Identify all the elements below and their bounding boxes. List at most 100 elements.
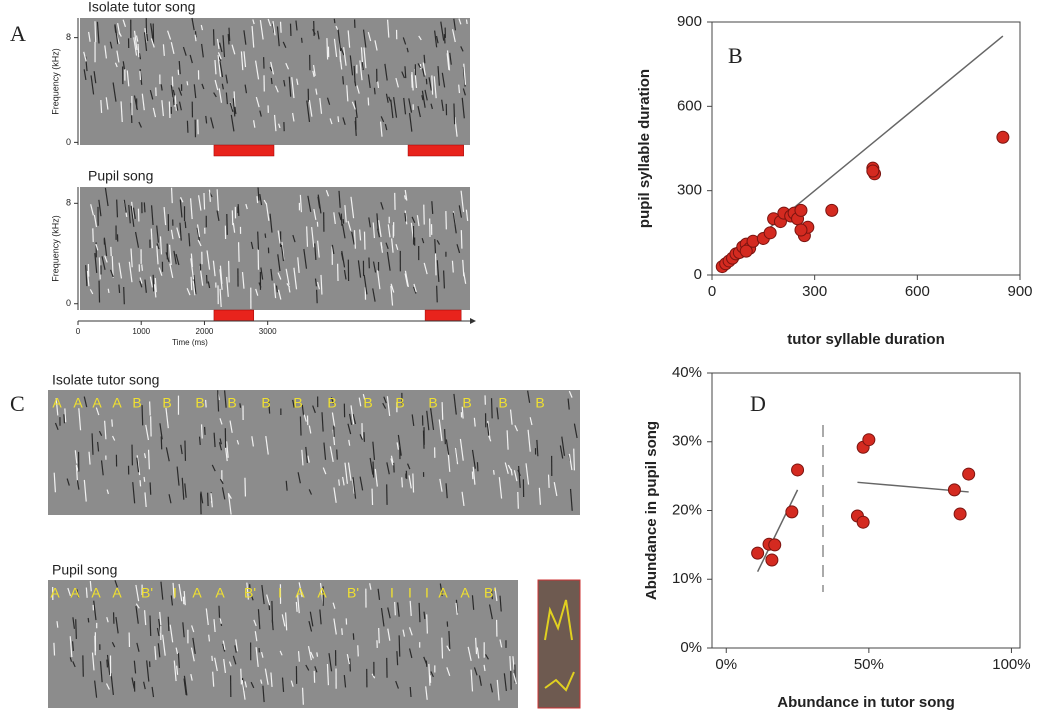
data-point (866, 164, 880, 178)
texture (503, 673, 507, 692)
texture (310, 651, 314, 659)
texture (169, 624, 174, 643)
texture (89, 289, 94, 295)
texture (208, 189, 211, 202)
texture (417, 105, 421, 118)
texture (267, 18, 272, 27)
texture (262, 685, 265, 703)
texture (387, 19, 390, 38)
texture (111, 256, 114, 278)
texture (408, 113, 413, 132)
texture (194, 34, 197, 42)
y-tick-label: 0% (680, 639, 702, 656)
texture (101, 256, 106, 270)
texture (421, 95, 424, 101)
texture (295, 20, 298, 31)
texture (96, 21, 100, 44)
texture (408, 98, 413, 113)
texture (172, 582, 175, 599)
syllable-label: A (215, 585, 225, 601)
texture (91, 433, 94, 455)
texture (183, 678, 187, 696)
texture (372, 288, 376, 302)
texture (250, 241, 254, 250)
texture (245, 203, 248, 210)
texture (72, 617, 76, 629)
texture (115, 617, 119, 634)
syllable-label: I (173, 585, 177, 601)
texture (293, 267, 298, 290)
texture (319, 609, 322, 625)
texture (75, 619, 77, 639)
y-axis-label: Frequency (kHz) (50, 48, 60, 115)
y-tick-label: 300 (677, 182, 702, 199)
texture (250, 681, 255, 689)
texture (343, 47, 347, 66)
texture (66, 478, 70, 486)
texture (472, 466, 476, 485)
texture (336, 449, 338, 460)
texture (573, 423, 578, 439)
texture (228, 27, 231, 42)
texture (338, 479, 340, 486)
texture (312, 64, 316, 76)
syllable-label: B (498, 395, 507, 411)
texture (300, 37, 303, 43)
texture (458, 18, 462, 25)
texture (359, 60, 363, 81)
texture (347, 423, 352, 435)
y-tick-label: 0 (66, 137, 71, 147)
texture (376, 270, 381, 290)
syllable-label: A (112, 395, 122, 411)
texture (378, 220, 382, 238)
texture (122, 19, 127, 27)
texture (277, 289, 282, 300)
texture (93, 71, 97, 84)
texture (93, 600, 97, 621)
texture (135, 35, 139, 42)
texture (568, 390, 573, 398)
x-tick-label: 900 (1007, 283, 1032, 300)
texture (357, 260, 362, 278)
texture (197, 239, 202, 247)
texture (178, 60, 181, 75)
texture (83, 396, 88, 408)
texture (413, 283, 417, 293)
texture (342, 117, 346, 125)
texture (307, 646, 312, 661)
texture (250, 594, 254, 601)
texture (95, 243, 99, 251)
syllable-label: A (70, 585, 80, 601)
texture (281, 677, 285, 692)
texture (69, 657, 73, 662)
texture (462, 259, 465, 277)
texture (216, 189, 220, 211)
inset-spectrogram (537, 579, 581, 709)
texture (165, 447, 170, 462)
texture (135, 603, 140, 609)
texture (387, 224, 391, 238)
texture (299, 416, 302, 436)
texture (168, 244, 172, 266)
texture (326, 38, 329, 60)
texture (451, 29, 456, 43)
texture (104, 420, 107, 440)
texture (277, 230, 281, 244)
y-axis-label: Abundance in pupil song (643, 421, 660, 600)
texture (167, 616, 170, 632)
texture (359, 476, 364, 491)
texture (83, 69, 87, 81)
texture (133, 30, 138, 51)
syllable-label: B (535, 395, 544, 411)
x-tick-label: 50% (854, 656, 884, 673)
texture (292, 112, 295, 122)
texture (346, 85, 349, 102)
y-tick-label: 900 (677, 13, 702, 30)
texture (271, 619, 274, 631)
texture (213, 92, 217, 98)
texture (128, 204, 131, 224)
texture (445, 439, 450, 455)
texture (391, 238, 394, 253)
texture (285, 62, 290, 70)
texture (376, 228, 381, 238)
